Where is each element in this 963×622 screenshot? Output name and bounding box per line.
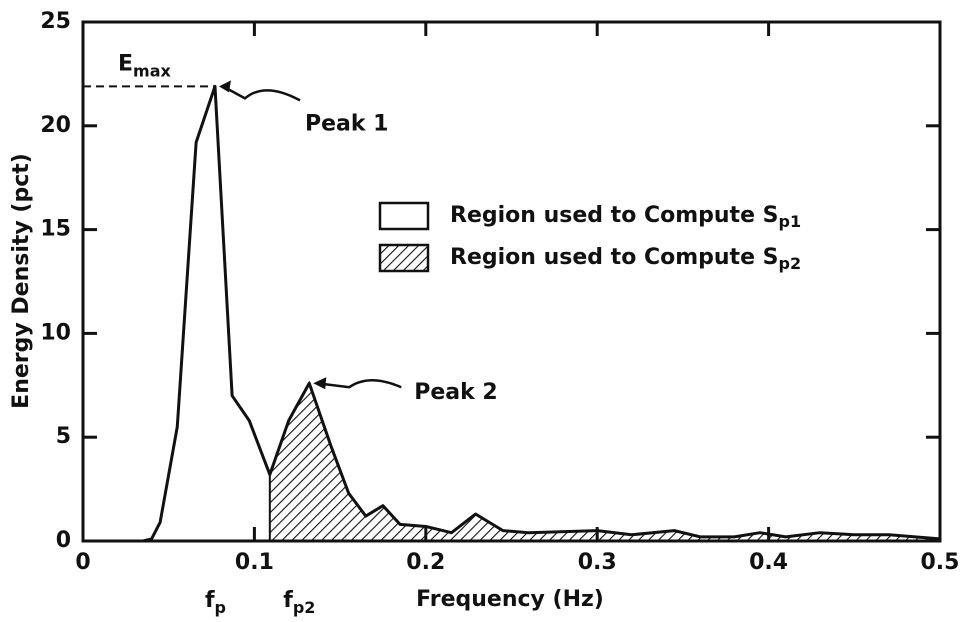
legend-swatch xyxy=(378,201,430,231)
x-tick-label: 0.4 xyxy=(749,550,788,575)
legend-text: Region used to Compute S xyxy=(450,203,779,228)
y-tick-label: 10 xyxy=(40,320,71,345)
peak1-label: Peak 1 xyxy=(305,111,389,136)
fp-label-main: f xyxy=(205,588,215,613)
peak2-arrowhead xyxy=(313,377,327,390)
y-tick-label: 15 xyxy=(40,217,71,242)
fp-label-sub: p xyxy=(215,598,226,617)
peak2-label: Peak 2 xyxy=(414,380,498,405)
peak1-arrow xyxy=(222,85,301,102)
y-tick-label: 25 xyxy=(40,9,71,34)
legend-sub: p1 xyxy=(779,212,802,231)
legend-label: Region used to Compute Sp2 xyxy=(450,245,801,273)
fp2-label-main: f xyxy=(283,588,293,613)
legend-text: Region used to Compute S xyxy=(450,245,779,270)
y-tick-label: 0 xyxy=(56,528,71,553)
x-tick-label: 0.1 xyxy=(235,550,274,575)
x-axis-label: Frequency (Hz) xyxy=(416,587,604,612)
x-tick-label: 0.3 xyxy=(578,550,617,575)
legend-sub: p2 xyxy=(779,254,802,273)
shaded-region xyxy=(268,380,941,542)
data-line xyxy=(83,84,941,543)
x-tick-label: 0.5 xyxy=(921,550,960,575)
emax-label: Emax xyxy=(118,51,172,80)
peak2-arrow xyxy=(317,378,402,389)
fp-label: fp xyxy=(205,588,226,617)
legend-swatch xyxy=(378,243,430,273)
legend-label: Region used to Compute Sp1 xyxy=(450,203,801,231)
y-axis-label: Energy Density (pct) xyxy=(9,153,34,409)
y-tick-label: 5 xyxy=(56,424,71,449)
peak1-arrowhead xyxy=(218,80,231,93)
x-tick-label: 0.2 xyxy=(406,550,445,575)
fp2-label: fp2 xyxy=(283,588,315,617)
fp2-label-sub: p2 xyxy=(293,598,316,617)
emax-label-main: E xyxy=(118,51,133,76)
emax-label-sub: max xyxy=(133,61,171,80)
x-tick-label: 0 xyxy=(75,550,90,575)
y-tick-label: 20 xyxy=(40,113,71,138)
